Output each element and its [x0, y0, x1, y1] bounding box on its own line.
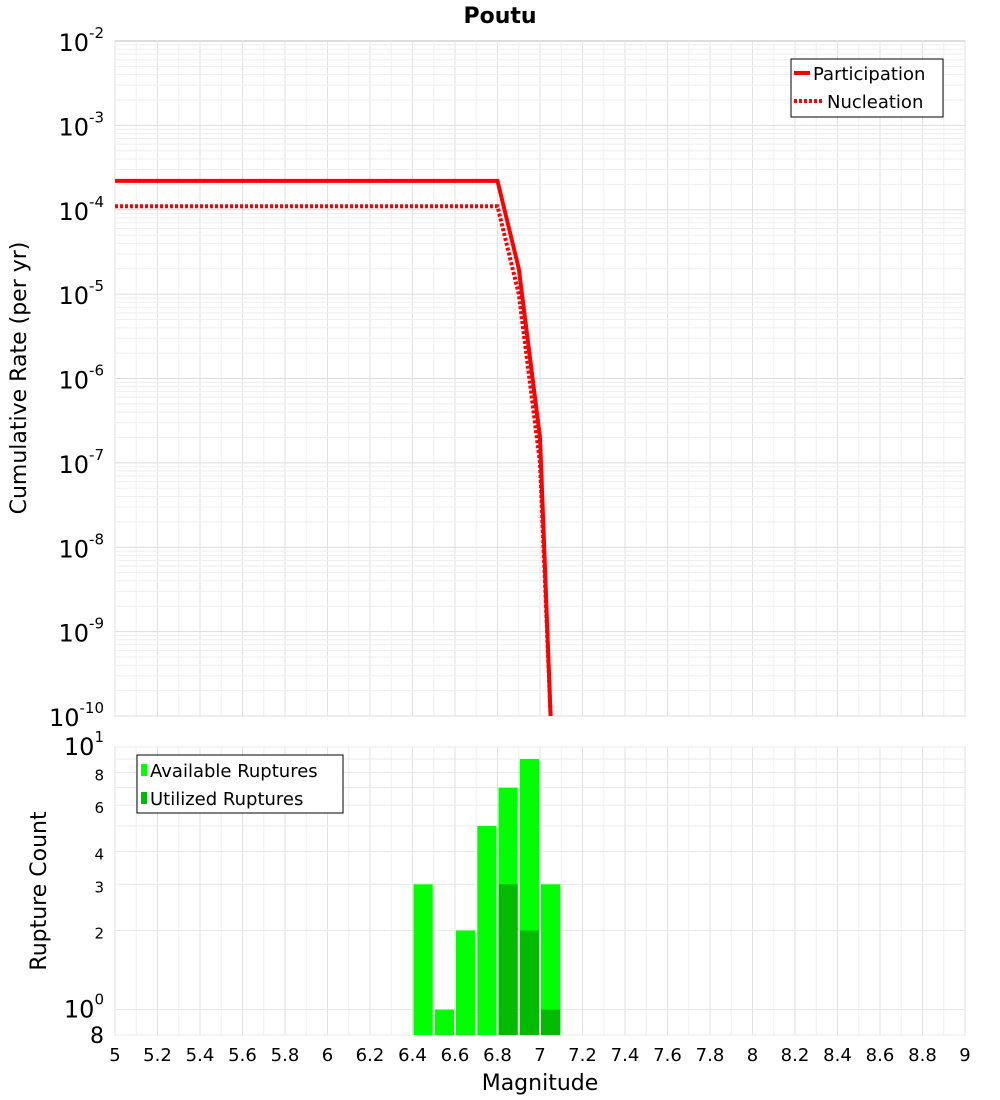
- count-legend: Available Ruptures Utilized Ruptures: [136, 754, 344, 814]
- y-tick-label: 10-6: [58, 362, 104, 395]
- legend-nucleation-label: Nucleation: [827, 92, 923, 113]
- available-bar: [541, 884, 561, 1035]
- x-tick-label: 9: [959, 1045, 970, 1066]
- count-y-axis-label: Rupture Count: [27, 811, 52, 971]
- rate-plot: 10-2 10-3 10-4 10-5 10-6 10-7 10-8 10-9 10-10: [49, 24, 966, 732]
- y-tick-label: 10-4: [58, 193, 104, 226]
- x-tick-label: 8.4: [823, 1045, 852, 1066]
- available-bar: [413, 884, 433, 1035]
- rate-y-axis-label: Cumulative Rate (per yr): [7, 242, 32, 515]
- legend-available-swatch: [141, 764, 147, 776]
- y-tick-label: 10-3: [58, 108, 104, 141]
- y-tick-label: 4: [94, 845, 104, 863]
- x-tick-label: 7.2: [568, 1045, 597, 1066]
- series-line-nucleation: [115, 204, 553, 717]
- x-tick-label: 8.6: [866, 1045, 895, 1066]
- y-tick-label: 2: [94, 925, 104, 943]
- x-tick-label: 5: [109, 1045, 120, 1066]
- x-tick-label: 6.6: [441, 1045, 470, 1066]
- y-tick-label: 6: [94, 799, 104, 817]
- chart-title: Poutu: [463, 4, 536, 29]
- x-axis-label: Magnitude: [482, 1071, 599, 1096]
- x-tick-label: 5.6: [228, 1045, 257, 1066]
- y-tick-label: 8: [90, 1024, 104, 1049]
- available-bar: [434, 1009, 454, 1035]
- rate-legend: Participation Nucleation: [790, 58, 944, 118]
- y-tick-label: 10-5: [58, 277, 104, 310]
- x-tick-label: 6.8: [483, 1045, 512, 1066]
- y-tick-label: 101: [64, 728, 104, 761]
- legend-utilized-label: Utilized Ruptures: [150, 789, 303, 810]
- legend-available-label: Available Ruptures: [150, 761, 318, 782]
- x-tick-label: 7.4: [611, 1045, 640, 1066]
- x-tick-label: 7.6: [653, 1045, 682, 1066]
- y-tick-label: 100: [64, 991, 104, 1024]
- utilized-bar: [498, 884, 518, 1035]
- x-tick-label: 5.8: [271, 1045, 300, 1066]
- x-tick-label: 5.2: [143, 1045, 172, 1066]
- x-tick-label: 5.4: [186, 1045, 215, 1066]
- x-tick-label: 7: [534, 1045, 545, 1066]
- y-tick-label: 10-2: [58, 24, 104, 57]
- x-tick-label: 8: [747, 1045, 758, 1066]
- legend-participation-label: Participation: [813, 64, 925, 85]
- available-bar: [477, 826, 497, 1035]
- available-bar: [456, 930, 476, 1035]
- y-tick-label: 10-8: [58, 530, 104, 563]
- y-tick-label: 10-9: [58, 615, 104, 648]
- x-tick-label: 7.8: [696, 1045, 725, 1066]
- y-tick-label: 10-10: [49, 699, 104, 732]
- y-tick-label: 10-7: [58, 446, 104, 479]
- utilized-bar: [519, 930, 540, 1035]
- x-tick-label: 6: [322, 1045, 333, 1066]
- x-tick-label: 8.8: [908, 1045, 937, 1066]
- x-tick-label: 6.2: [356, 1045, 385, 1066]
- y-tick-label: 3: [94, 878, 104, 896]
- x-tick-label: 8.2: [781, 1045, 810, 1066]
- x-tick-label: 6.4: [398, 1045, 427, 1066]
- legend-utilized-swatch: [141, 792, 147, 804]
- utilized-bar: [541, 1009, 561, 1035]
- y-tick-label: 8: [94, 766, 104, 784]
